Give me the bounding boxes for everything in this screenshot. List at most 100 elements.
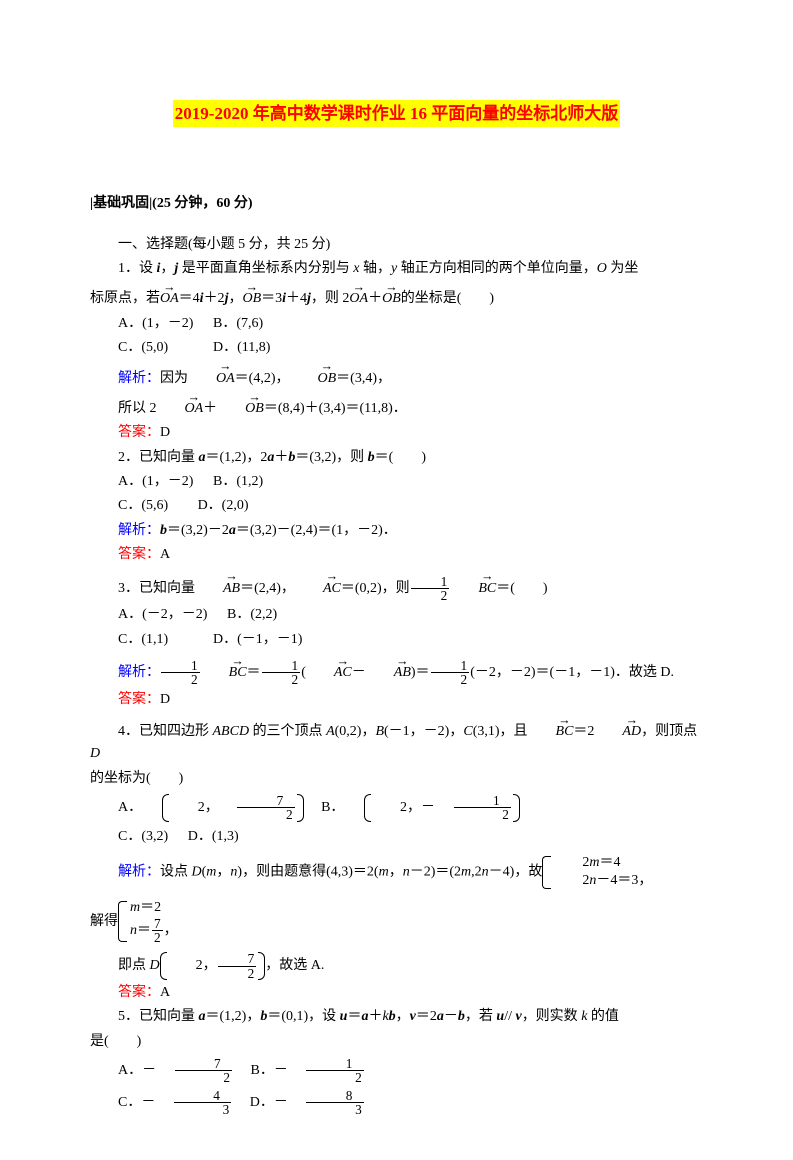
text: ，则顶点: [641, 724, 697, 739]
text: －2)＝(2: [410, 865, 461, 880]
frac-half: 12: [161, 659, 200, 687]
q4-stem-line2: 的坐标为( ): [90, 768, 703, 790]
frac-half: 12: [431, 659, 470, 687]
text: ，: [228, 291, 242, 306]
text: //: [504, 1009, 515, 1024]
text: 轴，: [360, 261, 392, 276]
q1-optC: C．(5,0): [118, 340, 168, 355]
text: ，: [389, 865, 403, 880]
vec-AB: AB: [195, 578, 240, 600]
q2-opts-row1: A．(1，－2)B．(1,2): [90, 471, 703, 493]
sym-n: n: [403, 865, 410, 880]
q2-analysis: 解析：b＝(3,2)－2a＝(3,2)－(2,4)＝(1，－2)．: [90, 520, 703, 542]
text: 因为: [160, 371, 188, 386]
text: ，若: [465, 1009, 497, 1024]
q4-analysis-3: 即点 D2，72，故选 A.: [90, 952, 703, 980]
answer-value: A: [160, 985, 170, 1000]
q1-optA: A．(1，－2): [118, 316, 193, 331]
answer-value: D: [160, 425, 170, 440]
q1-stem-line2: 标原点，若OA＝4i＋2j，OB＝3i＋4j，则 2OA＋OB的坐标是( ): [90, 288, 703, 310]
text: 解得: [90, 914, 118, 929]
text: 的坐标是( ): [401, 291, 494, 306]
answer-value: A: [160, 547, 170, 562]
text: 的三个顶点: [249, 724, 326, 739]
vec-BC: BC: [201, 662, 247, 684]
sym-m: m: [461, 865, 471, 880]
text: ＝: [347, 1009, 361, 1024]
sym-b: b: [389, 1009, 396, 1024]
text: ＝(0,1)，设: [267, 1009, 339, 1024]
q2-optB: B．(1,2): [213, 474, 263, 489]
sym-O: O: [597, 261, 607, 276]
sym-a: a: [199, 1009, 206, 1024]
vec-AC: AC: [295, 578, 341, 600]
text: ＝4: [179, 291, 200, 306]
answer-label: 答案：: [118, 425, 160, 440]
frac: 72: [175, 1057, 232, 1085]
vec-AB: AB: [366, 662, 411, 684]
q2-opts-row2: C．(5,6)D．(2,0): [90, 495, 703, 517]
q4-answer: 答案：A: [90, 982, 703, 1004]
frac: 72: [237, 794, 294, 822]
text: －4)，故: [489, 865, 543, 880]
text: ＝(3,2)－(2,4)＝(1，－2)．: [236, 523, 397, 538]
text: ABCD: [213, 724, 250, 739]
text: ＝(3,2)－2: [167, 523, 229, 538]
text: 轴正方向相同的两个单位向量，: [397, 261, 597, 276]
paren: 2，72: [162, 794, 304, 822]
frac: 12: [306, 1057, 363, 1085]
page: 2019-2020 年高中数学课时作业 16 平面向量的坐标北师大版 |基础巩固…: [0, 0, 793, 1160]
text: 设点: [160, 865, 192, 880]
q3-analysis: 解析：12BC＝12(AC－AB)＝12(－2，－2)＝(－1，－1)．故选 D…: [90, 659, 703, 687]
text: 标原点，若: [90, 291, 160, 306]
q5-stem-line1: 5．已知向量 a＝(1,2)，b＝(0,1)，设 u＝a＋kb，v＝2a－b，若…: [90, 1006, 703, 1028]
text: ，: [396, 1009, 410, 1024]
text: ＝(2,4)，: [240, 581, 295, 596]
sym-D: D: [192, 865, 202, 880]
q5-optA: A．－72: [118, 1063, 233, 1078]
vec-OB: OB: [382, 288, 401, 310]
frac: 72: [152, 917, 163, 945]
text: ＋2: [204, 291, 225, 306]
text: －: [352, 665, 366, 680]
text: ，: [160, 261, 174, 276]
text: 所以 2: [118, 401, 157, 416]
analysis-label: 解析：: [118, 371, 160, 386]
frac: 72: [218, 952, 257, 980]
frac-half: 12: [262, 659, 301, 687]
text: 是平面直角坐标系内分别与: [178, 261, 353, 276]
text: (－2，－2)＝(－1，－1)．故选 D.: [470, 665, 674, 680]
text: ，则实数: [522, 1009, 582, 1024]
q3-opts-row1: A．(－2，－2)B．(2,2): [90, 604, 703, 626]
frac: 43: [174, 1089, 231, 1117]
text: 2．已知向量: [118, 450, 199, 465]
analysis-label: 解析：: [118, 523, 160, 538]
text: C: [463, 724, 472, 739]
q1-answer: 答案：D: [90, 422, 703, 444]
sym-D: D: [150, 958, 160, 973]
vec-OB: OB: [290, 368, 337, 390]
text: )，则由题意得(4,3)＝2(: [237, 865, 378, 880]
answer-label: 答案：: [118, 985, 160, 1000]
q5-opts-row1: A．－72 B．－12: [90, 1057, 703, 1085]
brace-solution: m＝2n＝72，: [118, 899, 180, 945]
q4-opts-row2: C．(3,2)D．(1,3): [90, 826, 703, 848]
q2-answer: 答案：A: [90, 544, 703, 566]
q2-optC: C．(5,6): [118, 498, 168, 513]
q4-optB: B．2，－12: [321, 800, 520, 815]
text: ＝: [247, 665, 261, 680]
answer-label: 答案：: [118, 692, 160, 707]
text: ＋: [368, 291, 382, 306]
sym-a: a: [437, 1009, 444, 1024]
text: ，故选 A.: [265, 958, 324, 973]
q1-opts-row2: C．(5,0)D．(11,8): [90, 337, 703, 359]
analysis-label: 解析：: [118, 665, 160, 680]
q5-optC: C．－43: [118, 1095, 232, 1110]
vec-AD: AD: [594, 721, 641, 743]
text: 为坐: [607, 261, 639, 276]
text: ＝2: [416, 1009, 437, 1024]
text: －: [444, 1009, 458, 1024]
vec-BC: BC: [450, 578, 496, 600]
q1-analysis-2: 所以 2OA＋OB＝(8,4)＋(3,4)＝(11,8)．: [90, 398, 703, 420]
text: ，则 2: [311, 291, 350, 306]
